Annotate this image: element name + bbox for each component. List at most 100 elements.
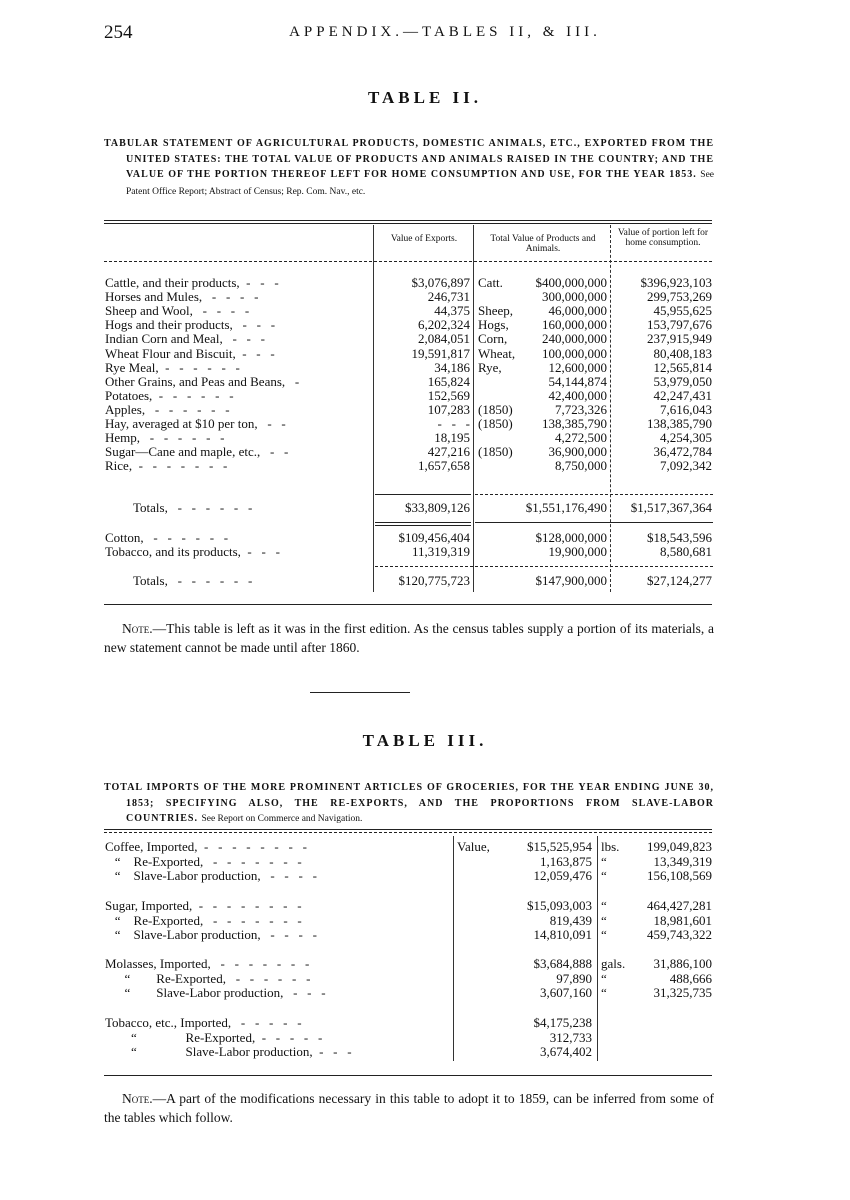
table-row: Sugar—Cane and maple, etc., - - 427,216 (1… (0, 445, 850, 459)
home-value: 45,955,625 (653, 303, 713, 319)
home-value: 80,408,183 (653, 345, 713, 361)
exports-value: 11,319,319 (411, 544, 470, 559)
row-label: Tobacco, etc., Imported, - - - - - (105, 1015, 302, 1030)
table-row: “ Slave-Labor production, - - - 3,674,402 (0, 1045, 850, 1059)
exports-value: 2,084,051 (418, 331, 470, 347)
row-label: Other Grains, and Peas and Beans, - (105, 373, 300, 389)
totals-row: Totals, - - - - - - $120,775,723 $147,900,… (0, 574, 850, 588)
exports-value: 1,657,658 (418, 458, 470, 474)
total-prefix: (1850) (478, 416, 513, 431)
table2-caption: TABULAR STATEMENT OF AGRICULTURAL PRODUC… (104, 136, 714, 200)
total-prefix: Corn, (478, 331, 508, 347)
page-number: 254 (104, 22, 133, 43)
unit: “ (601, 868, 607, 884)
row-label: Potatoes, - - - - - - (105, 387, 234, 403)
row-label: Tobacco, and its products, - - - (105, 544, 280, 559)
total-value: 138,385,790 (542, 416, 607, 431)
row-label: Apples, - - - - - - (105, 401, 230, 417)
value: $15,093,003 (527, 898, 592, 913)
total-value: 19,900,000 (548, 544, 608, 559)
row-label: Coffee, Imported, - - - - - - - - (105, 839, 307, 854)
unit: “ (601, 912, 607, 928)
row-label: “ Re-Exported, - - - - - - (105, 970, 311, 986)
table-row: “ Re-Exported, - - - - - - - 819,439 “ 18,9… (0, 912, 850, 928)
exports-value: $33,809,126 (405, 500, 470, 515)
row-label: “ Re-Exported, - - - - - - - (105, 912, 302, 928)
quantity: 459,743,322 (647, 927, 712, 943)
col-header-home: Value of portion left for home consumpti… (617, 228, 709, 248)
table-row: “ Slave-Labor production, - - - - 12,059,… (0, 869, 850, 883)
exports-value: 152,569 (427, 387, 470, 403)
col-header-total: Total Value of Products and Animals. (490, 234, 596, 254)
total-value: 7,723,326 (555, 401, 607, 417)
table3-title: TABLE III. (362, 731, 488, 750)
table-row: Hemp, - - - - - - 18,195 4,272,500 4,254,30… (0, 431, 850, 445)
total-value: 42,400,000 (548, 387, 608, 403)
row-label: Rye Meal, - - - - - - (105, 359, 240, 375)
row-label: Horses and Mules, - - - - (105, 289, 259, 305)
exports-value: 44,375 (434, 303, 470, 319)
home-value: $1,517,367,364 (630, 500, 712, 515)
home-value: 36,472,784 (653, 444, 713, 460)
exports-value: 107,283 (427, 401, 470, 417)
value: 312,733 (549, 1029, 592, 1045)
quantity: 31,325,735 (653, 985, 713, 1001)
exports-value: 427,216 (427, 444, 470, 460)
home-value: 4,254,305 (660, 430, 712, 446)
total-prefix: (1850) (478, 401, 513, 417)
total-value: 4,272,500 (555, 430, 607, 446)
table-row: Hogs and their products, - - - 6,202,324 H… (0, 318, 850, 332)
value: 97,890 (556, 970, 592, 986)
table-row: Hay, averaged at $10 per ton, - - - - - (1… (0, 417, 850, 431)
exports-value: $3,076,897 (411, 275, 471, 290)
exports-value: 165,824 (427, 373, 470, 389)
exports-value: 34,186 (434, 359, 470, 375)
total-value: 100,000,000 (542, 345, 607, 361)
home-value: $27,124,277 (647, 573, 712, 588)
table2-caption-source: See Patent Office Report; Abstract of Ce… (126, 170, 715, 197)
total-value: $1,551,176,490 (525, 500, 607, 515)
unit: “ (601, 970, 607, 986)
total-value: 300,000,000 (542, 289, 607, 305)
table-row: Coffee, Imported, - - - - - - - - Value, $… (0, 840, 850, 854)
row-label: Indian Corn and Meal, - - - (105, 331, 265, 347)
row-label: Sugar—Cane and maple, etc., - - (105, 444, 289, 460)
row-label: Wheat Flour and Biscuit, - - - (105, 345, 275, 361)
note-lead: Note. (122, 1091, 153, 1106)
table-row: Apples, - - - - - - 107,283 (1850) 7,723,32… (0, 401, 850, 417)
totals-label: Totals, - - - - - - (133, 573, 253, 588)
table3-note: Note.—A part of the modifications necess… (104, 1089, 714, 1127)
exports-value: 19,591,817 (411, 345, 471, 361)
running-head: APPENDIX.—TABLES II, & III. (289, 24, 601, 40)
row-label: Cotton, - - - - - - (105, 530, 229, 545)
total-value: 240,000,000 (542, 331, 607, 347)
home-value: $18,543,596 (647, 530, 712, 545)
total-prefix: Sheep, (478, 303, 514, 319)
table3-caption-source: See Report on Commerce and Navigation. (201, 814, 363, 824)
row-label: Sugar, Imported, - - - - - - - - (105, 898, 302, 913)
table-row: Other Grains, and Peas and Beans, - 165,8… (0, 373, 850, 389)
table-row: Rice, - - - - - - - 1,657,658 8,750,000 7,0… (0, 459, 850, 473)
table-row: Rye Meal, - - - - - - 34,186 Rye, 12,600,00… (0, 359, 850, 375)
table2-caption-text: TABULAR STATEMENT OF AGRICULTURAL PRODUC… (104, 138, 714, 180)
total-value: $128,000,000 (535, 530, 608, 545)
value: $3,684,888 (533, 956, 593, 971)
table-row: Indian Corn and Meal, - - - 2,084,051 Corn… (0, 332, 850, 346)
total-value: 54,144,874 (548, 373, 608, 389)
table-row: Sugar, Imported, - - - - - - - - $15,093,… (0, 899, 850, 913)
home-value: 42,247,431 (653, 387, 713, 403)
table2-title: TABLE II. (367, 88, 483, 107)
quantity: 18,981,601 (653, 912, 713, 928)
home-value: 8,580,681 (660, 544, 712, 559)
table-row: “ Slave-Labor production, - - - - 14,810,… (0, 928, 850, 942)
row-label: “ Slave-Labor production, - - - (105, 1044, 352, 1060)
table-row: Horses and Mules, - - - - 246,731 300,000,… (0, 290, 850, 304)
total-value: 36,900,000 (548, 444, 608, 460)
unit: “ (601, 898, 607, 913)
table-row: “ Re-Exported, - - - - - - 97,890 “ 488,666 (0, 970, 850, 986)
value: $15,525,954 (527, 839, 592, 854)
quantity: 31,886,100 (653, 956, 713, 971)
value: 14,810,091 (533, 927, 593, 943)
row-label: “ Re-Exported, - - - - - (105, 1029, 323, 1045)
unit: “ (601, 927, 607, 943)
